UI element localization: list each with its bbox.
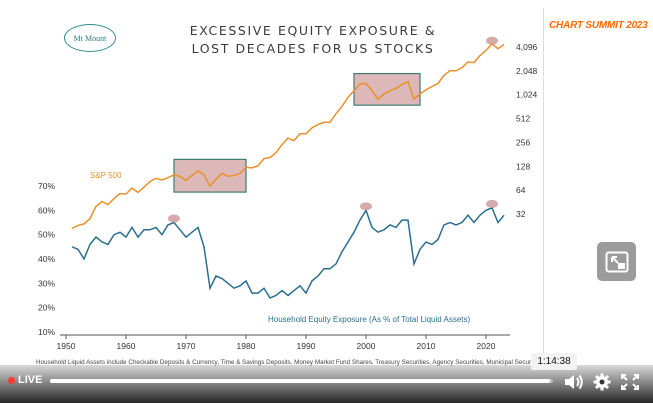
x-tick-label: 1970 (177, 341, 196, 351)
slide-title: EXCESSIVE EQUITY EXPOSURE & LOST DECADES… (168, 22, 458, 58)
y-right-tick-label: 4,096 (516, 42, 538, 52)
company-logo: Mt Mount (64, 24, 116, 52)
live-label[interactable]: LIVE (18, 374, 43, 386)
equity-exposure-series-line (71, 206, 505, 299)
x-tick-label: 1990 (297, 341, 316, 351)
y-left-tick-label: 60% (38, 205, 55, 215)
y-left-tick-label: 10% (38, 327, 55, 337)
time-tooltip: 1:14:38 (531, 353, 577, 370)
y-left-tick-label: 20% (38, 303, 55, 313)
peak-marker-1 (168, 214, 180, 223)
logo-text: Mt Mount (73, 33, 107, 43)
event-watermark: CHART SUMMIT 2023 (549, 20, 648, 31)
volume-icon (565, 374, 583, 390)
highlight-box-2 (353, 72, 421, 106)
equity-exposure-label: Household Equity Exposure (As % of Total… (268, 315, 471, 324)
y-right-tick-label: 512 (516, 114, 530, 124)
x-tick-label: 1980 (237, 341, 256, 351)
x-tick-label: 2000 (357, 341, 376, 351)
x-tick-label: 2010 (417, 341, 436, 351)
y-right-tick-label: 32 (516, 209, 526, 219)
settings-button[interactable] (591, 372, 613, 392)
settings-gear-icon (593, 373, 611, 391)
fullscreen-icon (621, 374, 639, 390)
y-right-tick-label: 256 (516, 137, 530, 147)
slide-title-line2: LOST DECADES FOR US STOCKS (191, 41, 435, 56)
progress-bar-fill (50, 379, 551, 383)
y-left-tick-label: 50% (38, 230, 55, 240)
player-controls (0, 365, 653, 403)
y-left-tick-label: 30% (38, 278, 55, 288)
picture-in-picture-button[interactable] (597, 242, 636, 281)
peak-marker-sp500 (486, 36, 498, 45)
y-left-tick-label: 70% (38, 181, 55, 191)
x-tick-label: 1960 (117, 341, 136, 351)
x-tick-label: 2020 (477, 341, 496, 351)
y-right-tick-label: 128 (516, 161, 530, 171)
y-right-tick-label: 64 (516, 185, 526, 195)
sp500-label: S&P 500 (90, 171, 122, 180)
peak-marker-3 (486, 199, 498, 208)
progress-bar[interactable] (50, 379, 553, 383)
y-left-tick-label: 40% (38, 254, 55, 264)
y-right-tick-label: 1,024 (516, 90, 538, 100)
sp500-series-line (71, 42, 505, 230)
slide-area: Mt Mount EXCESSIVE EQUITY EXPOSURE & LOS… (28, 8, 544, 368)
slide-title-line1: EXCESSIVE EQUITY EXPOSURE & (189, 23, 437, 38)
fullscreen-button[interactable] (619, 372, 641, 392)
peak-marker-2 (360, 202, 372, 211)
chart-footnote: Household Liquid Assets include Checkabl… (36, 359, 541, 366)
y-right-tick-label: 2,048 (516, 66, 538, 76)
x-tick-label: 1950 (57, 341, 76, 351)
picture-in-picture-icon (605, 251, 628, 272)
volume-button[interactable] (563, 372, 585, 392)
live-indicator-dot (8, 377, 15, 384)
